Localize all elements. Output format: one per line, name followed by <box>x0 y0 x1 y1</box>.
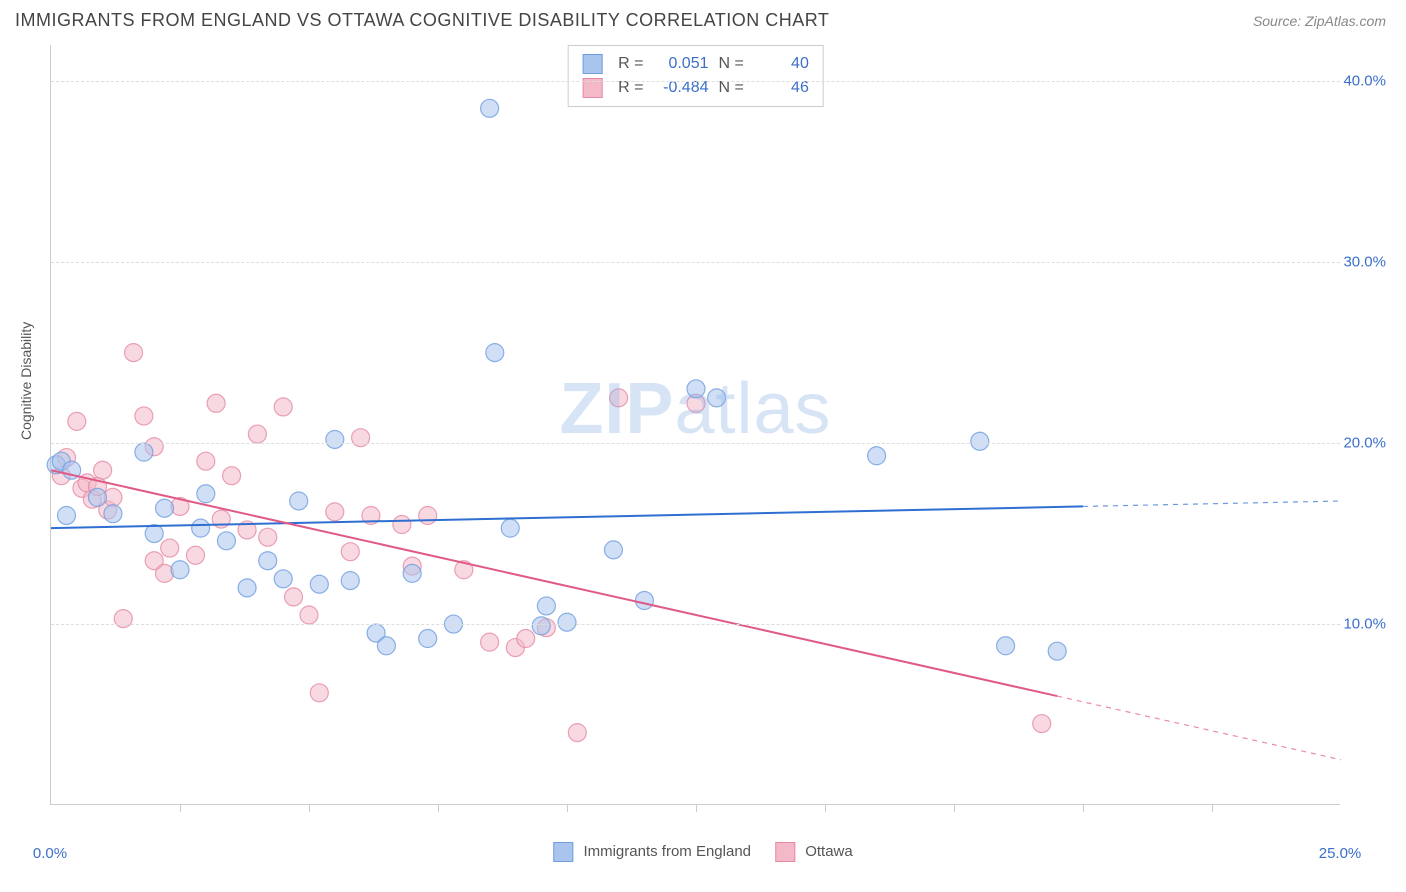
scatter-plot-svg <box>51 45 1340 804</box>
gridline-h <box>51 262 1340 263</box>
x-tick <box>1083 804 1084 812</box>
x-tick <box>696 804 697 812</box>
bottom-legend: Immigrants from England Ottawa <box>553 842 852 862</box>
stats-r-label: R = <box>618 55 643 73</box>
legend-label-ottawa: Ottawa <box>805 843 853 860</box>
y-tick-label: 10.0% <box>1343 616 1386 633</box>
chart-title: IMMIGRANTS FROM ENGLAND VS OTTAWA COGNIT… <box>15 10 829 31</box>
y-axis-label: Cognitive Disability <box>18 322 34 440</box>
stats-n-label: N = <box>719 55 744 73</box>
x-tick <box>567 804 568 812</box>
chart-plot-area: ZIPatlas R = 0.051 N = 40 R = -0.484 N =… <box>50 45 1340 805</box>
source-attribution: Source: ZipAtlas.com <box>1253 13 1386 29</box>
chart-header: IMMIGRANTS FROM ENGLAND VS OTTAWA COGNIT… <box>0 0 1406 39</box>
x-tick-label: 0.0% <box>33 845 67 862</box>
x-tick <box>825 804 826 812</box>
legend-item-ottawa: Ottawa <box>775 842 853 862</box>
x-tick-label: 25.0% <box>1319 845 1362 862</box>
x-tick <box>954 804 955 812</box>
legend-label-england: Immigrants from England <box>583 843 751 860</box>
correlation-stats-box: R = 0.051 N = 40 R = -0.484 N = 46 <box>567 45 824 107</box>
gridline-h <box>51 81 1340 82</box>
x-tick <box>180 804 181 812</box>
legend-swatch-ottawa <box>775 842 795 862</box>
y-tick-label: 20.0% <box>1343 435 1386 452</box>
stats-row-ottawa: R = -0.484 N = 46 <box>582 76 809 100</box>
legend-item-england: Immigrants from England <box>553 842 751 862</box>
x-tick <box>438 804 439 812</box>
gridline-h <box>51 443 1340 444</box>
x-tick <box>309 804 310 812</box>
stats-n-value-england: 40 <box>754 55 809 73</box>
y-tick-label: 40.0% <box>1343 73 1386 90</box>
gridline-h <box>51 624 1340 625</box>
stats-row-england: R = 0.051 N = 40 <box>582 52 809 76</box>
legend-swatch-england <box>553 842 573 862</box>
y-tick-label: 30.0% <box>1343 254 1386 271</box>
stats-swatch-england <box>582 54 602 74</box>
x-tick <box>1212 804 1213 812</box>
stats-r-value-england: 0.051 <box>654 55 709 73</box>
